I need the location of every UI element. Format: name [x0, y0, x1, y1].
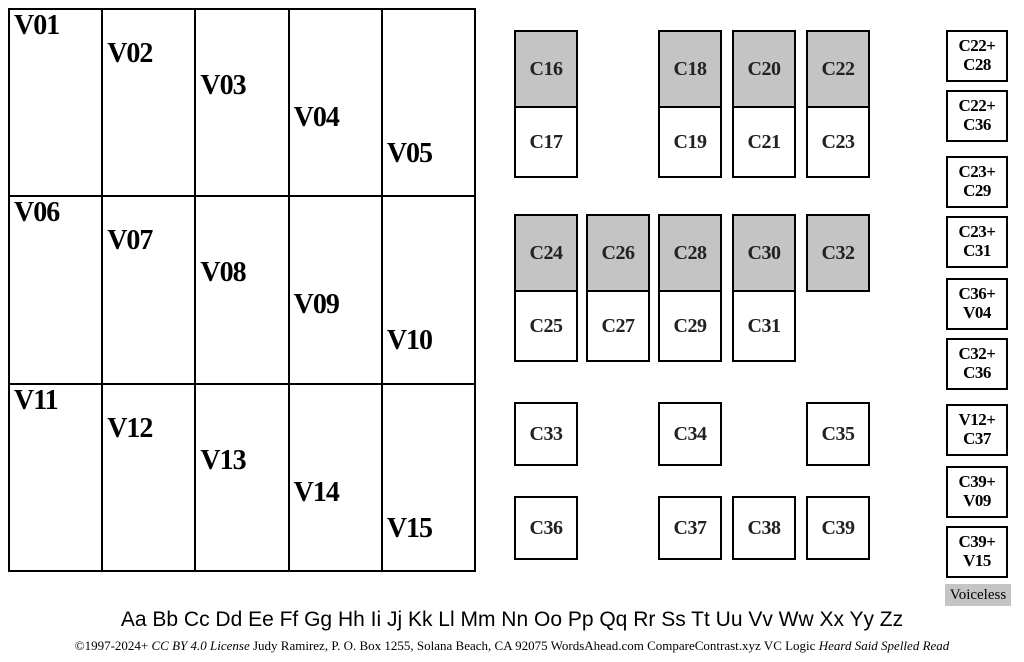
combo-line2: C37 [963, 430, 991, 449]
v-row: V11 V12 V13 V14 V15 [10, 385, 474, 570]
footer-copyright: ©1997-2024+ [75, 638, 152, 653]
v-cell: V15 [383, 385, 474, 570]
c-cell: C39 [806, 496, 870, 560]
c-cell: C35 [806, 402, 870, 466]
combo-line2: V15 [963, 552, 991, 571]
v-cell: V10 [383, 197, 474, 382]
c-cell: C34 [658, 402, 722, 466]
combo-line2: C29 [963, 182, 991, 201]
c-cell: C37 [658, 496, 722, 560]
v-cell: V12 [103, 385, 196, 570]
c-cell: C23 [806, 106, 870, 178]
combo-line2: V04 [963, 304, 991, 323]
c-cell: C18 [658, 30, 722, 108]
combo-line2: C31 [963, 242, 991, 261]
v-label: V09 [294, 289, 339, 321]
v-label: V15 [387, 513, 432, 545]
v-row: V06 V07 V08 V09 V10 [10, 197, 474, 384]
c-cell: C24 [514, 214, 578, 292]
combo-line1: C23+ [959, 163, 996, 182]
c-cell: C29 [658, 290, 722, 362]
c-cell: C19 [658, 106, 722, 178]
v-cell: V04 [290, 10, 383, 195]
v-label: V10 [387, 325, 432, 357]
v-label: V14 [294, 477, 339, 509]
c-cell: C32 [806, 214, 870, 292]
v-cell: V07 [103, 197, 196, 382]
alphabet-row: Aa Bb Cc Dd Ee Ff Gg Hh Ii Jj Kk Ll Mm N… [8, 608, 1016, 632]
footer: ©1997-2024+ CC BY 4.0 License Judy Ramir… [8, 638, 1016, 654]
c-cell: C30 [732, 214, 796, 292]
c-cell: C38 [732, 496, 796, 560]
c-cell: C27 [586, 290, 650, 362]
c-cell: C20 [732, 30, 796, 108]
combo-cell: C39+V15 [946, 526, 1008, 578]
v-label: V08 [200, 257, 245, 289]
combo-line1: C39+ [959, 473, 996, 492]
c-cell: C21 [732, 106, 796, 178]
v-cell: V08 [196, 197, 289, 382]
combo-line1: C23+ [959, 223, 996, 242]
c-cell: C17 [514, 106, 578, 178]
c-cell: C26 [586, 214, 650, 292]
footer-author: Judy Ramirez, P. O. Box 1255, Solana Bea… [250, 638, 819, 653]
combo-line1: C36+ [959, 285, 996, 304]
v-grid: V01 V02 V03 V04 V05 V06 V07 V08 V09 V10 … [8, 8, 476, 572]
v-label: V12 [107, 413, 152, 445]
c-cell: C16 [514, 30, 578, 108]
combo-cell: C39+V09 [946, 466, 1008, 518]
combo-cell: C32+C36 [946, 338, 1008, 390]
v-label: V02 [107, 38, 152, 70]
v-label: V07 [107, 225, 152, 257]
diagram-canvas: V01 V02 V03 V04 V05 V06 V07 V08 V09 V10 … [8, 8, 1016, 662]
c-cell: C36 [514, 496, 578, 560]
v-label: V01 [14, 10, 59, 42]
combo-cell: C36+V04 [946, 278, 1008, 330]
v-row: V01 V02 V03 V04 V05 [10, 10, 474, 197]
footer-license: CC BY 4.0 License [152, 638, 250, 653]
voiceless-label: Voiceless [945, 584, 1011, 606]
combo-line2: V09 [963, 492, 991, 511]
voiceless-text: Voiceless [950, 587, 1006, 604]
v-cell: V01 [10, 10, 103, 195]
footer-tagline: Heard Said Spelled Read [819, 638, 950, 653]
combo-cell: C23+C31 [946, 216, 1008, 268]
c-cell: C28 [658, 214, 722, 292]
v-cell: V03 [196, 10, 289, 195]
v-label: V04 [294, 102, 339, 134]
combo-line1: C39+ [959, 533, 996, 552]
v-label: V03 [200, 70, 245, 102]
v-cell: V14 [290, 385, 383, 570]
v-label: V06 [14, 197, 59, 229]
combo-cell: C22+C36 [946, 90, 1008, 142]
v-cell: V06 [10, 197, 103, 382]
v-cell: V05 [383, 10, 474, 195]
v-label: V05 [387, 138, 432, 170]
combo-line1: C22+ [959, 37, 996, 56]
c-cell: C25 [514, 290, 578, 362]
c-cell: C22 [806, 30, 870, 108]
v-cell: V11 [10, 385, 103, 570]
combo-line2: C28 [963, 56, 991, 75]
v-cell: V09 [290, 197, 383, 382]
combo-line2: C36 [963, 364, 991, 383]
combo-line2: C36 [963, 116, 991, 135]
combo-cell: C22+C28 [946, 30, 1008, 82]
combo-line1: C22+ [959, 97, 996, 116]
combo-line1: V12+ [959, 411, 996, 430]
c-cell: C31 [732, 290, 796, 362]
v-cell: V13 [196, 385, 289, 570]
c-cell: C33 [514, 402, 578, 466]
v-label: V13 [200, 445, 245, 477]
combo-cell: C23+C29 [946, 156, 1008, 208]
combo-line1: C32+ [959, 345, 996, 364]
combo-cell: V12+C37 [946, 404, 1008, 456]
v-label: V11 [14, 385, 58, 417]
v-cell: V02 [103, 10, 196, 195]
